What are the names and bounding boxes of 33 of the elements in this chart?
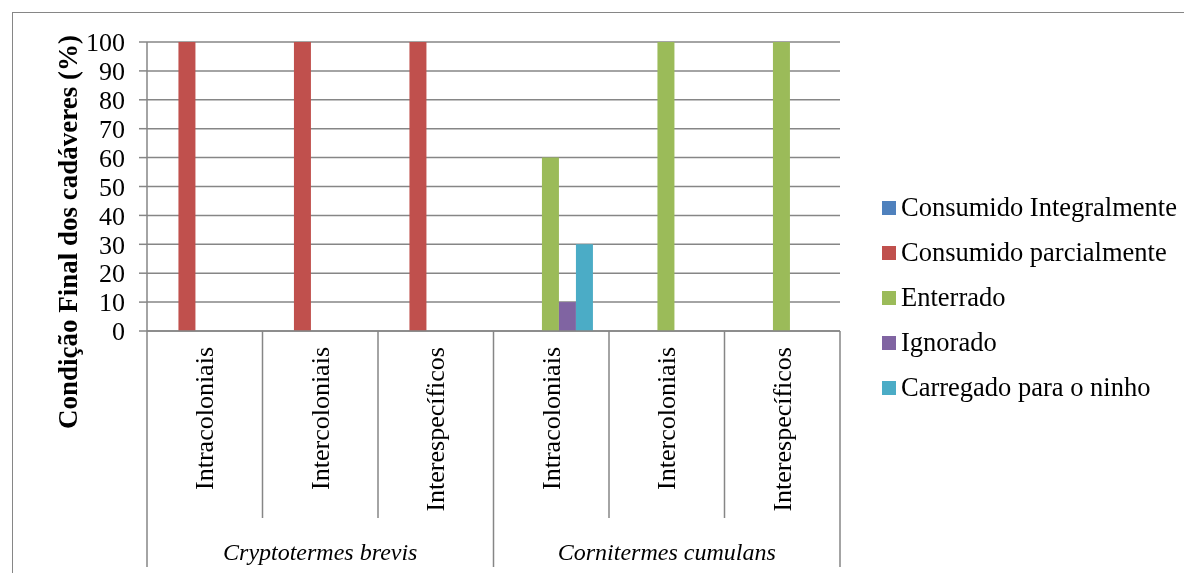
x-tick-label: Interespecíficos <box>421 347 451 512</box>
legend-label: Carregado para o ninho <box>901 372 1151 403</box>
y-tick-label: 60 <box>99 143 125 173</box>
y-tick-label: 70 <box>99 114 125 144</box>
y-tick-label: 30 <box>99 230 125 260</box>
legend-label: Enterrado <box>901 282 1006 313</box>
bar <box>772 42 790 331</box>
bar <box>178 42 196 331</box>
y-tick-label: 90 <box>99 57 125 87</box>
x-tick-label: Intracoloniais <box>190 347 220 490</box>
y-tick-label: 0 <box>112 317 125 347</box>
x-tick-label: Intracoloniais <box>536 347 566 490</box>
y-tick-label: 80 <box>99 86 125 116</box>
bar <box>293 42 311 331</box>
bar <box>575 244 593 331</box>
bar <box>409 42 427 331</box>
x-tick-label: Intercoloniais <box>305 347 335 490</box>
legend-label: Consumido parcialmente <box>901 237 1167 268</box>
bar <box>541 157 559 331</box>
legend-label: Ignorado <box>901 327 997 358</box>
x-tick-label: Intercoloniais <box>652 347 682 490</box>
y-tick-label: 100 <box>86 28 125 58</box>
bar <box>558 302 576 331</box>
bar <box>657 42 675 331</box>
y-tick-label: 40 <box>99 201 125 231</box>
text: Cryptotermes brevis <box>223 539 418 565</box>
y-axis-title: Condição Final dos cadáveres (%) <box>53 34 83 430</box>
x-tick-label: Interespecíficos <box>767 347 797 512</box>
y-tick-label: 20 <box>99 259 125 289</box>
y-tick-label: 10 <box>99 288 125 318</box>
legend-label: Consumido Integralmente <box>901 192 1177 223</box>
y-tick-label: 50 <box>99 172 125 202</box>
text: Cornitermes cumulans <box>557 539 776 565</box>
